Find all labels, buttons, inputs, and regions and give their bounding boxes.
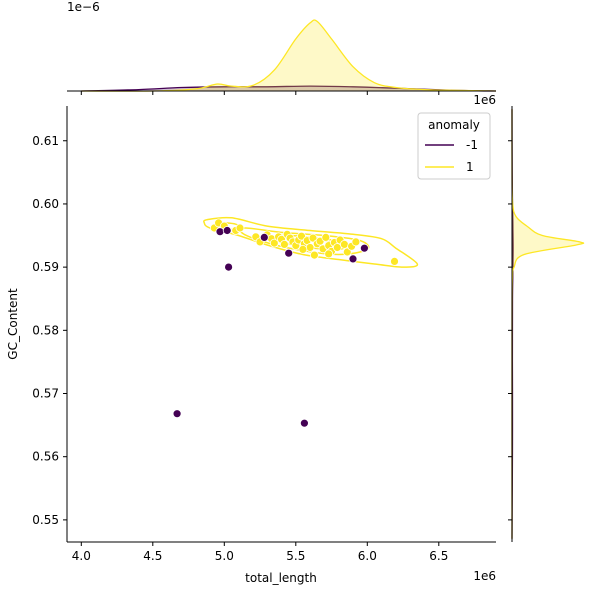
y-tick-label: 0.57 bbox=[32, 387, 59, 401]
scatter-point-1 bbox=[279, 239, 289, 249]
y-tick-label: 0.58 bbox=[32, 323, 59, 337]
x-tick-label: 6.5 bbox=[429, 549, 448, 563]
scatter-point-1 bbox=[309, 250, 319, 260]
scatter-point-neg1 bbox=[222, 226, 232, 235]
main-plot: 4.0 4.5 5.0 5.5 6.0 6.5 0.55 0.56 0.57 0.58 0.59 0… bbox=[6, 106, 496, 585]
scatter-point-1 bbox=[297, 231, 306, 241]
scatter-point-neg1 bbox=[348, 254, 358, 264]
scatter-point-1 bbox=[235, 223, 245, 233]
scatter-point-neg1 bbox=[284, 248, 294, 258]
x-tick-label: 5.0 bbox=[215, 549, 234, 563]
right-marginal-kde-line-1 bbox=[511, 109, 585, 539]
top-marginal-plot: 1e−6 bbox=[67, 0, 497, 95]
right-marginal-plot: 1e6 bbox=[473, 93, 585, 542]
scatter-point-1 bbox=[390, 256, 399, 266]
scatter-point-neg1 bbox=[259, 232, 269, 242]
right-marginal-kde-fill-1 bbox=[511, 109, 584, 539]
x-tick-label: 6.0 bbox=[358, 549, 377, 563]
top-marginal-offset-label: 1e−6 bbox=[67, 0, 100, 14]
y-axis-label: GC_Content bbox=[6, 288, 20, 360]
legend-label-1: 1 bbox=[466, 160, 474, 174]
y-tick-label: 0.56 bbox=[32, 450, 59, 464]
scatter-point-neg1 bbox=[172, 409, 182, 419]
scatter-point-1 bbox=[269, 238, 279, 248]
legend-title: anomaly bbox=[428, 118, 480, 132]
y-tick-label: 0.59 bbox=[32, 260, 59, 274]
scatter-point-neg1 bbox=[215, 227, 225, 237]
x-tick-label: 5.5 bbox=[286, 549, 305, 563]
scatter-point-neg1 bbox=[224, 262, 234, 272]
x-tick-label: 4.5 bbox=[143, 549, 162, 563]
x-axis-label: total_length bbox=[245, 571, 317, 585]
scatter-point-1 bbox=[298, 244, 308, 254]
y-offset-label: 1e6 bbox=[473, 93, 496, 107]
scatter-point-1 bbox=[351, 237, 361, 247]
scatter-point-neg1 bbox=[359, 243, 369, 253]
legend-frame bbox=[417, 112, 491, 180]
scatter-point-1 bbox=[324, 249, 334, 259]
x-tick-label: 4.0 bbox=[72, 549, 91, 563]
top-marginal-kde-fill-1 bbox=[81, 19, 497, 92]
y-tick-label: 0.61 bbox=[32, 134, 59, 148]
scatter-point-1 bbox=[305, 243, 315, 252]
x-offset-label: 1e6 bbox=[473, 569, 496, 583]
legend-label-neg1: -1 bbox=[466, 138, 478, 152]
scatter-point-neg1 bbox=[299, 418, 309, 428]
top-marginal-kde-line-1 bbox=[81, 19, 497, 92]
legend: anomaly -1 1 bbox=[417, 112, 491, 180]
scatter-point-1 bbox=[321, 232, 331, 242]
y-tick-label: 0.60 bbox=[32, 197, 59, 211]
scatter-point-1 bbox=[339, 239, 349, 249]
y-tick-label: 0.55 bbox=[32, 513, 59, 527]
